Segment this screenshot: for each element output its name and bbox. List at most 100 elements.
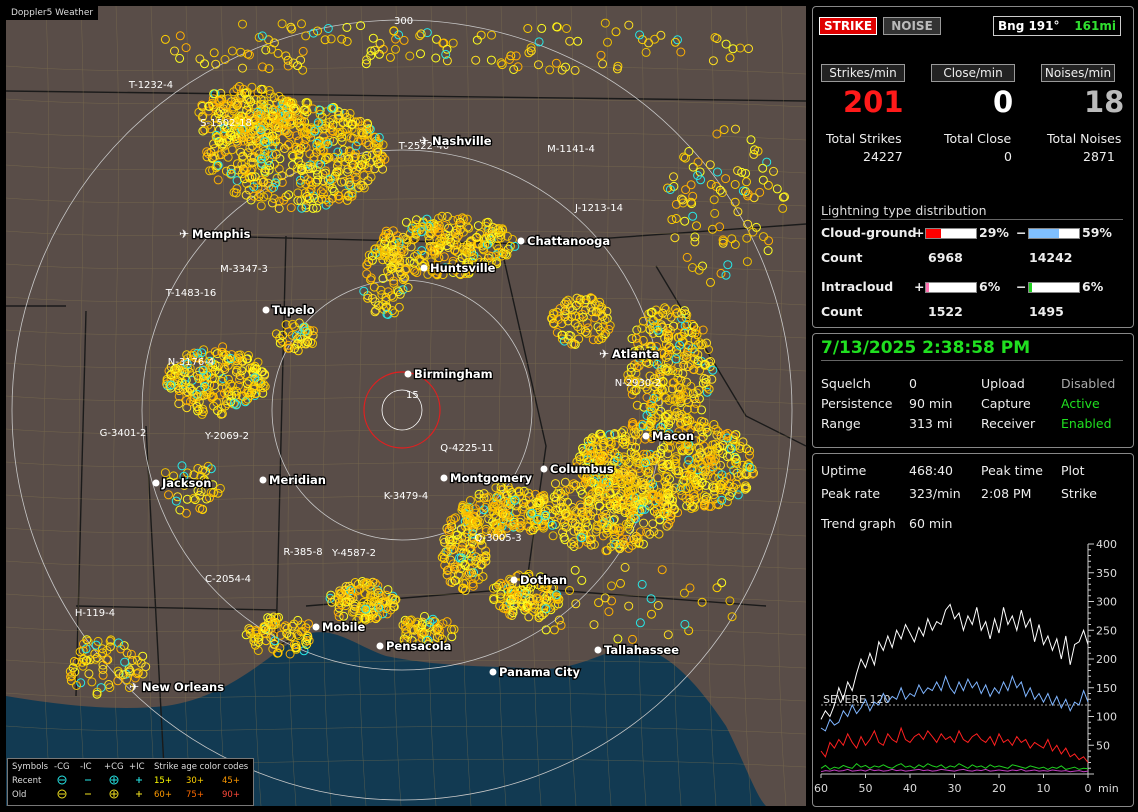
strike-marker <box>683 413 693 423</box>
storm-cell-label: S-1502-18 <box>200 118 252 129</box>
strike-marker <box>323 139 333 149</box>
strike-marker <box>642 357 652 367</box>
strike-marker <box>711 460 721 470</box>
strike-marker <box>259 192 269 202</box>
strike-toggle-button[interactable]: STRIKE <box>819 17 877 35</box>
strike-marker <box>244 388 253 398</box>
strike-marker <box>314 105 324 115</box>
strike-marker <box>519 581 528 591</box>
strike-marker <box>519 486 529 496</box>
strike-marker <box>688 211 698 221</box>
strike-marker <box>602 473 612 483</box>
strike-marker <box>256 125 266 135</box>
strike-marker <box>541 583 551 593</box>
strike-marker <box>279 195 289 205</box>
strike-marker <box>589 620 599 630</box>
strike-marker <box>102 655 111 665</box>
strike-marker <box>629 535 639 544</box>
strike-marker <box>717 470 727 480</box>
strike-marker <box>554 615 564 625</box>
noise-toggle-button[interactable]: NOISE <box>883 17 941 35</box>
strike-marker <box>466 556 476 566</box>
strike-marker <box>502 523 512 533</box>
strike-marker <box>637 35 647 45</box>
strike-marker <box>711 482 721 492</box>
strike-marker <box>717 188 727 198</box>
trend-graph-value[interactable]: 60 min <box>909 516 953 531</box>
legend-pos-ic: +IC <box>129 762 145 772</box>
strike-marker <box>594 501 604 511</box>
strike-marker <box>431 53 441 63</box>
strike-marker <box>227 145 237 155</box>
strike-marker <box>530 604 540 613</box>
strike-marker <box>685 493 695 503</box>
strike-marker <box>218 347 228 357</box>
strike-marker <box>480 240 490 250</box>
strike-marker <box>706 502 716 511</box>
strike-marker <box>503 231 512 241</box>
strike-marker <box>671 483 680 493</box>
strike-marker <box>643 468 653 478</box>
strike-marker <box>292 629 302 639</box>
strike-marker <box>398 275 408 285</box>
strike-marker <box>235 371 245 380</box>
strike-marker <box>537 519 547 529</box>
strike-marker <box>481 527 491 536</box>
county-line <box>462 6 472 806</box>
strike-marker <box>758 163 768 173</box>
strike-marker <box>609 539 619 549</box>
city-pensacola: Pensacola <box>376 638 453 654</box>
strike-marker <box>524 612 534 622</box>
pos-cg-symbol-icon <box>109 775 119 785</box>
strike-marker <box>692 453 702 462</box>
strike-marker <box>87 677 97 687</box>
strike-marker <box>477 540 487 550</box>
strike-marker <box>505 485 515 495</box>
county-line <box>532 6 542 806</box>
strike-marker <box>352 586 362 596</box>
plot-value[interactable]: Strike <box>1061 486 1097 501</box>
city-huntsville: Huntsville <box>420 260 497 276</box>
strike-marker <box>204 101 214 111</box>
strike-marker <box>460 561 470 571</box>
strike-marker <box>464 223 474 233</box>
strike-marker <box>417 620 427 630</box>
strike-marker <box>466 546 476 556</box>
strike-marker <box>638 480 648 490</box>
city-label: Meridian <box>269 473 326 487</box>
legend-symbols-label: Symbols <box>12 762 49 772</box>
strike-marker <box>318 145 328 155</box>
strike-marker <box>446 237 456 247</box>
strike-marker <box>211 59 221 69</box>
storm-cell-label: R-385-8 <box>283 547 322 558</box>
strike-marker <box>405 51 415 61</box>
strike-marker <box>195 54 205 64</box>
strike-marker <box>567 511 577 521</box>
strike-marker <box>599 331 609 341</box>
strike-marker <box>397 245 407 255</box>
strike-marker <box>725 479 735 489</box>
city-memphis: ✈ Memphis <box>179 226 252 243</box>
strike-marker <box>658 420 668 430</box>
strike-marker <box>561 486 570 496</box>
strike-marker <box>182 350 192 360</box>
county-line <box>672 6 682 806</box>
city-label: Montgomery <box>450 471 533 485</box>
strike-marker <box>688 191 698 201</box>
strike-marker <box>376 603 386 613</box>
legend-old-label: Old <box>12 790 27 800</box>
strike-marker <box>374 49 384 59</box>
strike-marker <box>471 55 481 65</box>
strike-marker <box>621 455 631 465</box>
radar-map[interactable]: 15 300 T-1232-4 S-1502-18 T-2522-40 M-1141-4… <box>6 6 806 806</box>
strike-marker <box>653 388 663 398</box>
strike-marker <box>690 335 700 345</box>
strike-marker <box>593 521 603 531</box>
strike-marker <box>673 368 683 378</box>
strike-marker <box>229 118 239 128</box>
strike-marker <box>274 196 284 206</box>
strike-marker <box>694 485 704 495</box>
strike-marker <box>341 582 351 591</box>
strike-marker <box>632 436 642 446</box>
strike-marker <box>743 191 753 201</box>
